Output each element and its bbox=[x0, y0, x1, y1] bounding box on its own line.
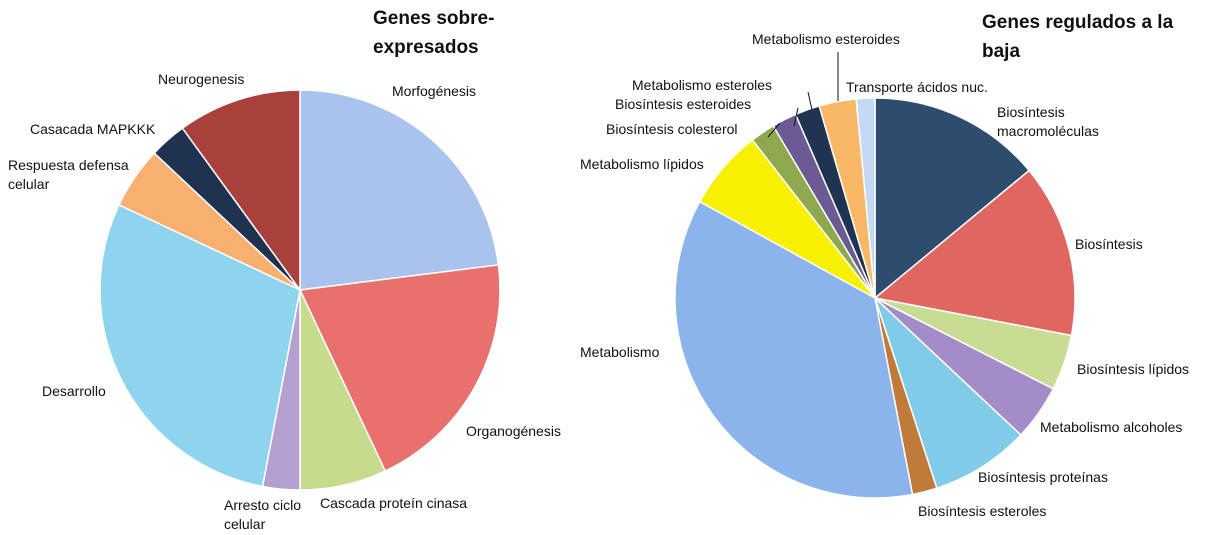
slice-label: Neurogenesis bbox=[158, 71, 245, 87]
slice-label: Metabolismo esteroides bbox=[752, 31, 900, 47]
slice-label: Metabolismo bbox=[580, 344, 660, 360]
pie-slice bbox=[873, 169, 1076, 337]
leader-line bbox=[793, 107, 799, 127]
slice-label: Respuesta defensa celular bbox=[8, 157, 129, 192]
pie-slice bbox=[99, 203, 301, 488]
leader-line bbox=[767, 122, 781, 138]
chart-title: Genes regulados a la baja bbox=[982, 12, 1174, 62]
slice-label: Biosíntesis bbox=[1075, 236, 1143, 252]
slice-label: Desarrollo bbox=[42, 383, 106, 399]
slice-label: Metabolismo esteroles bbox=[632, 77, 773, 93]
pie-slice bbox=[855, 97, 876, 299]
pie-slice bbox=[874, 297, 1022, 490]
slice-label: Metabolismo lípidos bbox=[580, 156, 704, 172]
pie-slice bbox=[298, 264, 501, 472]
slice-label: Arresto ciclo celular bbox=[224, 497, 302, 532]
slice-label: Casacada MAPKKK bbox=[30, 121, 156, 137]
slice-label: Biosíntesis colesterol bbox=[606, 121, 738, 137]
slice-label: Biosíntesis esteroles bbox=[918, 503, 1047, 519]
slice-label: Biosíntesis esteroides bbox=[615, 96, 752, 112]
slice-label: Metabolismo alcoholes bbox=[1040, 419, 1183, 435]
slice-label: Morfogénesis bbox=[392, 83, 477, 99]
pie-slice bbox=[874, 97, 1031, 300]
pie-slice bbox=[674, 200, 914, 499]
pie-slice bbox=[299, 89, 500, 291]
slice-label: Biosíntesis proteínas bbox=[978, 469, 1108, 485]
slice-label: Biosíntesis macromoléculas bbox=[997, 104, 1099, 139]
chart-title: Genes sobre-expresados bbox=[373, 8, 495, 58]
slice-label: Organogénesis bbox=[466, 423, 561, 439]
leader-line bbox=[807, 91, 813, 111]
pie-slice bbox=[181, 89, 301, 293]
slice-label: Transporte ácidos nuc. bbox=[846, 79, 988, 95]
slice-label: Biosíntesis lípidos bbox=[1077, 361, 1190, 377]
slice-label: Cascada proteín cinasa bbox=[320, 495, 468, 511]
